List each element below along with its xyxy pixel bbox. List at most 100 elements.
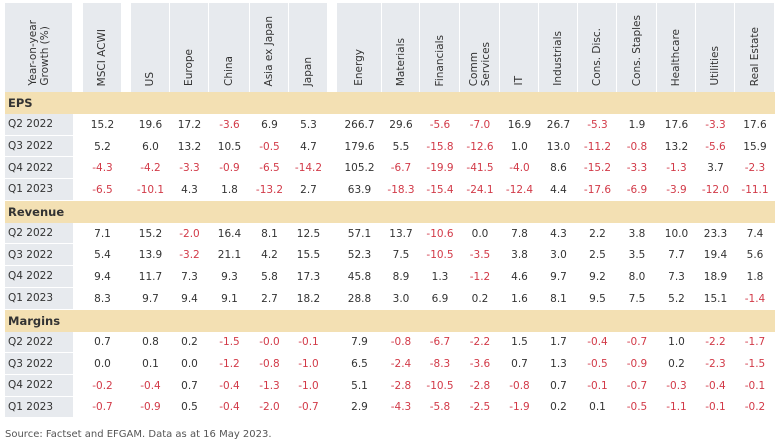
- table-row: Q3 2022 0.0 0.1 0.0 -1.2 -0.8 -1.0 6.5 -2.4 -8.3 -…: [5, 353, 775, 375]
- column-gap: [328, 179, 337, 201]
- column-gap: [73, 3, 83, 92]
- column-gap: [122, 287, 131, 310]
- table-cell: 21.1: [217, 249, 242, 262]
- column-header: Japan: [289, 3, 328, 92]
- table-cell: 0.1: [142, 358, 159, 371]
- row-label: Q4 2022: [5, 266, 73, 288]
- table-cell: -1.9: [509, 401, 530, 414]
- row-label-header-text: Year-on-year Growth (%): [26, 20, 51, 86]
- table-cell: 7.3: [668, 270, 685, 283]
- row-label: Q4 2022: [5, 374, 73, 397]
- table-cell: -7.0: [469, 118, 491, 131]
- table-cell: 19.6: [138, 118, 163, 131]
- table-cell: 4.7: [300, 140, 317, 153]
- table-cell: -1.2: [219, 358, 240, 371]
- column-header-text: Japan: [302, 56, 314, 86]
- table-cell: 0.2: [181, 336, 198, 349]
- table-row: Q4 2022 -4.3 -4.2 -3.3 -0.9 -6.5 -14.2 105.2 -6.…: [5, 157, 775, 180]
- table-cell: 6.9: [431, 292, 449, 305]
- table-cell: -1.4: [744, 292, 766, 305]
- table-cell: -10.6: [426, 227, 454, 240]
- table-cell: -3.3: [705, 118, 726, 131]
- table-cell: -0.4: [219, 379, 240, 392]
- table-cell: -2.4: [390, 358, 412, 371]
- table-cell: 45.8: [347, 270, 372, 283]
- table-cell: -13.2: [255, 183, 284, 196]
- table-cell: 7.5: [392, 249, 410, 262]
- table-cell: -24.1: [466, 183, 494, 196]
- table-cell: -12.6: [466, 140, 494, 153]
- column-header: Comm Services: [460, 3, 500, 92]
- table-cell: 0.2: [668, 358, 685, 371]
- column-gap: [73, 157, 83, 180]
- table-cell: 23.3: [703, 227, 728, 240]
- row-label-header: Year-on-year Growth (%): [5, 3, 73, 92]
- column-header-text: Financials: [433, 34, 446, 86]
- column-gap: [328, 135, 337, 158]
- table-cell: 9.3: [221, 270, 238, 283]
- table-cell: -0.4: [587, 336, 608, 349]
- column-header-text: MSCI ACWI: [96, 28, 108, 86]
- table-cell: 4.3: [181, 183, 198, 196]
- column-gap: [328, 287, 337, 310]
- row-label: Q2 2022: [5, 114, 73, 136]
- table-cell: -15.4: [426, 183, 454, 196]
- table-cell: -4.3: [92, 162, 113, 175]
- table-cell: 1.8: [746, 270, 764, 283]
- table-cell: 16.9: [507, 118, 532, 131]
- table-cell: 18.2: [296, 292, 321, 305]
- table-cell: 13.9: [138, 249, 163, 262]
- table-cell: -5.3: [587, 118, 608, 131]
- table-cell: -4.0: [509, 162, 530, 175]
- table-cell: 8.3: [94, 292, 111, 305]
- table-cell: -1.0: [298, 379, 319, 392]
- table-cell: -0.9: [626, 358, 648, 371]
- table-cell: 1.7: [550, 336, 567, 349]
- table-cell: -2.5: [469, 401, 491, 414]
- column-gap: [122, 114, 131, 136]
- table-cell: 15.1: [703, 292, 728, 305]
- column-header: Europe: [170, 3, 209, 92]
- column-gap: [73, 179, 83, 201]
- table-cell: 2.2: [589, 227, 606, 240]
- column-header: China: [209, 3, 250, 92]
- table-cell: -0.4: [705, 379, 726, 392]
- table-cell: -3.6: [219, 118, 240, 131]
- column-header-text: US: [144, 71, 156, 86]
- column-header-text: Healthcare: [670, 28, 682, 86]
- table-cell: -1.1: [666, 401, 687, 414]
- table-cell: 8.1: [261, 227, 278, 240]
- column-gap: [73, 244, 83, 267]
- table-cell: 9.7: [142, 292, 159, 305]
- table-cell: 9.4: [94, 270, 111, 283]
- table-cell: -3.6: [469, 358, 491, 371]
- column-header: MSCI ACWI: [83, 3, 122, 92]
- table-cell: 1.6: [511, 292, 528, 305]
- column-gap: [122, 222, 131, 245]
- table-cell: 5.6: [746, 249, 764, 262]
- table-cell: -0.7: [92, 401, 113, 414]
- table-cell: 4.3: [550, 227, 567, 240]
- column-header: Financials: [420, 3, 460, 92]
- table-cell: -10.1: [136, 183, 165, 196]
- table-cell: -1.2: [469, 270, 491, 283]
- table-cell: -3.3: [179, 162, 200, 175]
- column-header: Real Estate: [735, 3, 775, 92]
- table-cell: 0.5: [181, 401, 198, 414]
- column-gap: [328, 222, 337, 245]
- table-cell: 28.8: [347, 292, 372, 305]
- table-cell: 15.9: [743, 140, 767, 153]
- row-label: Q4 2022: [5, 157, 73, 180]
- table-cell: 0.0: [94, 358, 111, 371]
- table-cell: 19.4: [703, 249, 728, 262]
- table-cell: 1.3: [550, 358, 567, 371]
- row-label: Q2 2022: [5, 222, 73, 245]
- table-cell: -0.5: [587, 358, 608, 371]
- table-cell: -0.4: [219, 401, 240, 414]
- table-cell: -3.9: [666, 183, 687, 196]
- table-cell: 13.2: [664, 140, 689, 153]
- row-label: Q2 2022: [5, 331, 73, 354]
- table-cell: -1.3: [666, 162, 687, 175]
- table-cell: 7.7: [668, 249, 685, 262]
- table-cell: 12.5: [296, 227, 321, 240]
